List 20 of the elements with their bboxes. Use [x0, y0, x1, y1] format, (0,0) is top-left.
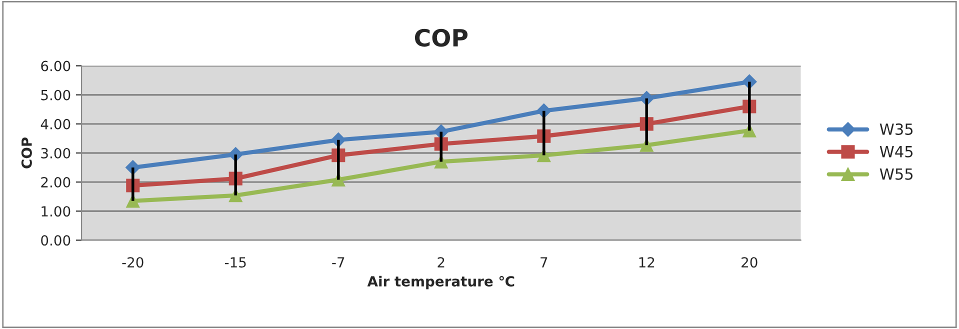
- x-tick-label: -20: [122, 257, 144, 268]
- y-tick-label: 3.00: [41, 148, 70, 158]
- y-tick-label: 0.00: [41, 235, 70, 246]
- x-tick-label: -7: [332, 257, 344, 268]
- legend-label: W45: [880, 146, 913, 158]
- x-tick-label: 12: [639, 257, 654, 268]
- x-tick-label: 7: [540, 257, 548, 268]
- y-tick-label: 6.00: [41, 60, 70, 72]
- x-tick-label: 20: [742, 257, 758, 268]
- x-axis-title: Air temperature ℃: [367, 276, 514, 290]
- legend-label: W55: [880, 168, 913, 180]
- y-tick-label: 1.00: [42, 206, 70, 217]
- x-tick-label: 2: [438, 257, 444, 268]
- legend-label: W35: [880, 123, 913, 135]
- x-tick-label: -15: [224, 257, 246, 268]
- y-tick-label: 2.00: [41, 177, 70, 188]
- chart-title: COP: [414, 28, 468, 47]
- y-tick-label: 4.00: [40, 118, 70, 130]
- y-axis-title: COP: [21, 137, 32, 168]
- y-tick-label: 5.00: [41, 90, 70, 100]
